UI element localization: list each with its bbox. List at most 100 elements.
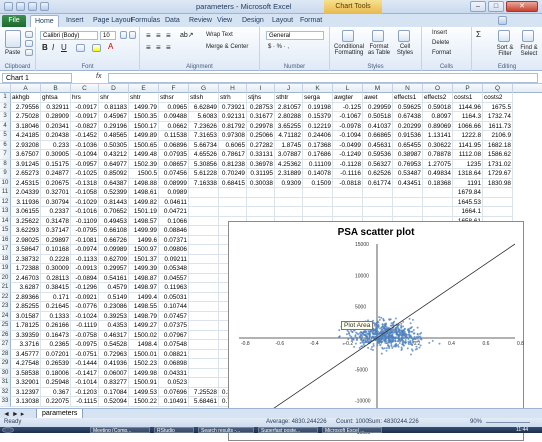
data-cell[interactable]: 1664.1 (453, 207, 483, 217)
data-cell[interactable]: -0.0974 (71, 245, 99, 255)
cell-styles-label[interactable]: Cell Styles (396, 44, 414, 56)
data-cell[interactable]: -0.1417 (71, 368, 99, 378)
data-cell[interactable] (189, 216, 219, 226)
sort-filter-icon[interactable] (498, 30, 510, 42)
data-cell[interactable] (363, 188, 393, 198)
data-cell[interactable]: 0.48565 (99, 131, 129, 141)
data-cell[interactable]: 4.25362 (275, 159, 303, 169)
data-cell[interactable]: 0.59625 (393, 102, 423, 112)
data-cell[interactable]: 0.15379 (303, 112, 333, 122)
data-cell[interactable]: 1.72388 (11, 264, 41, 274)
data-cell[interactable]: 7.25528 (189, 387, 219, 397)
data-cell[interactable]: 1502.23 (129, 359, 159, 369)
data-cell[interactable]: 1498.97 (129, 283, 159, 293)
data-cell[interactable]: 0.04721 (159, 207, 189, 217)
data-cell[interactable]: -0.1318 (71, 178, 99, 188)
data-cell[interactable] (189, 273, 219, 283)
data-cell[interactable]: -0.0758 (71, 330, 99, 340)
data-cell[interactable]: 0.28909 (41, 112, 71, 122)
data-cell[interactable]: -0.0917 (71, 102, 99, 112)
data-cell[interactable]: 5.61228 (189, 169, 219, 179)
data-cell[interactable]: 0.29978 (247, 121, 275, 131)
data-cell[interactable]: 1500.02 (129, 330, 159, 340)
taskbar-rstudio[interactable]: RStudio (154, 427, 194, 433)
data-cell[interactable]: 0.04557 (159, 273, 189, 283)
middle-align-icon[interactable]: ≡ (156, 31, 161, 40)
data-cell[interactable]: 2.85255 (11, 302, 41, 312)
data-cell[interactable] (303, 207, 333, 217)
data-cell[interactable]: 2.93208 (11, 140, 41, 150)
data-cell[interactable]: 0.07548 (159, 340, 189, 350)
data-cell[interactable]: 3.45777 (11, 349, 41, 359)
data-cell[interactable]: -0.0917 (71, 112, 99, 122)
data-cell[interactable] (393, 188, 423, 198)
data-cell[interactable]: 2106.9 (483, 131, 513, 141)
data-cell[interactable]: 4.71182 (275, 131, 303, 141)
data-cell[interactable]: 3.62293 (11, 226, 41, 236)
data-cell[interactable]: 0.43212 (99, 150, 129, 160)
data-cell[interactable]: 0.17368 (303, 140, 333, 150)
data-cell[interactable]: 0.10491 (159, 397, 189, 407)
data-cell[interactable]: 0.14078 (303, 169, 333, 179)
data-cell[interactable]: 0.73921 (219, 102, 247, 112)
data-cell[interactable]: 1.27075 (423, 159, 453, 169)
data-cell[interactable]: 0.21645 (41, 302, 71, 312)
row-header[interactable]: 23 (0, 302, 11, 312)
data-cell[interactable]: 0.10744 (159, 302, 189, 312)
data-cell[interactable]: -0.1444 (71, 359, 99, 369)
data-cell[interactable] (247, 207, 275, 217)
header-cell[interactable]: akhgb (11, 93, 41, 103)
data-cell[interactable]: 0.59536 (363, 150, 393, 160)
data-cell[interactable]: 0.83277 (99, 378, 129, 388)
data-cell[interactable]: 0.30794 (41, 197, 71, 207)
data-cell[interactable]: 1500.17 (129, 121, 159, 131)
tab-design[interactable]: Design (242, 17, 264, 24)
data-cell[interactable]: -0.125 (333, 102, 363, 112)
font-size-combo[interactable]: 10 (100, 31, 116, 40)
data-cell[interactable]: 1499.98 (129, 368, 159, 378)
data-cell[interactable] (303, 188, 333, 198)
data-cell[interactable]: 0.0662 (159, 121, 189, 131)
tab-format[interactable]: Format (300, 17, 323, 24)
data-cell[interactable]: 1499.53 (129, 387, 159, 397)
column-header-e[interactable]: E (129, 84, 159, 93)
header-cell[interactable]: costs2 (483, 93, 513, 103)
data-cell[interactable]: 1.8745 (275, 140, 303, 150)
data-cell[interactable]: 0.97308 (219, 131, 247, 141)
data-cell[interactable]: 1498.87 (129, 273, 159, 283)
column-header-i[interactable]: I (247, 84, 275, 93)
data-cell[interactable] (189, 207, 219, 217)
font-color-icon[interactable]: A (108, 42, 114, 51)
data-cell[interactable]: 0.6065 (219, 140, 247, 150)
data-cell[interactable]: -0.0751 (71, 349, 99, 359)
help-icon[interactable] (498, 16, 507, 25)
data-cell[interactable]: 0.25948 (41, 378, 71, 388)
data-cell[interactable]: 1499.6 (129, 235, 159, 245)
taskbar-microsoft-excel[interactable]: Microsoft Excel ... (322, 427, 382, 433)
row-header[interactable]: 2 (0, 102, 11, 112)
data-cell[interactable]: 2.79556 (11, 102, 41, 112)
cut-icon[interactable] (25, 31, 33, 38)
data-cell[interactable] (189, 283, 219, 293)
data-cell[interactable]: 0.05031 (159, 292, 189, 302)
data-cell[interactable]: 1498.88 (129, 178, 159, 188)
align-left-icon[interactable]: ≡ (146, 43, 151, 52)
data-cell[interactable]: 0.2337 (41, 207, 71, 217)
data-cell[interactable]: 0.81792 (219, 121, 247, 131)
data-cell[interactable]: 1499.4 (129, 292, 159, 302)
column-header-f[interactable]: F (159, 84, 189, 93)
data-cell[interactable]: 2.75028 (11, 112, 41, 122)
data-cell[interactable]: 0.36978 (247, 159, 275, 169)
data-cell[interactable]: 5.6083 (189, 112, 219, 122)
data-cell[interactable]: -0.0499 (333, 140, 363, 150)
data-cell[interactable]: 3.18046 (11, 121, 41, 131)
data-cell[interactable]: 0.64387 (99, 178, 129, 188)
data-cell[interactable]: 0.32701 (41, 188, 71, 198)
data-cell[interactable]: 0.07935 (159, 150, 189, 160)
format-painter-icon[interactable] (25, 49, 33, 56)
column-header-d[interactable]: D (99, 84, 129, 93)
data-cell[interactable]: 1498.57 (129, 216, 159, 226)
data-cell[interactable]: -0.1029 (71, 197, 99, 207)
data-cell[interactable]: 3.6287 (11, 283, 41, 293)
taskbar-meeting[interactable]: Meeting (Comp... (90, 427, 150, 433)
